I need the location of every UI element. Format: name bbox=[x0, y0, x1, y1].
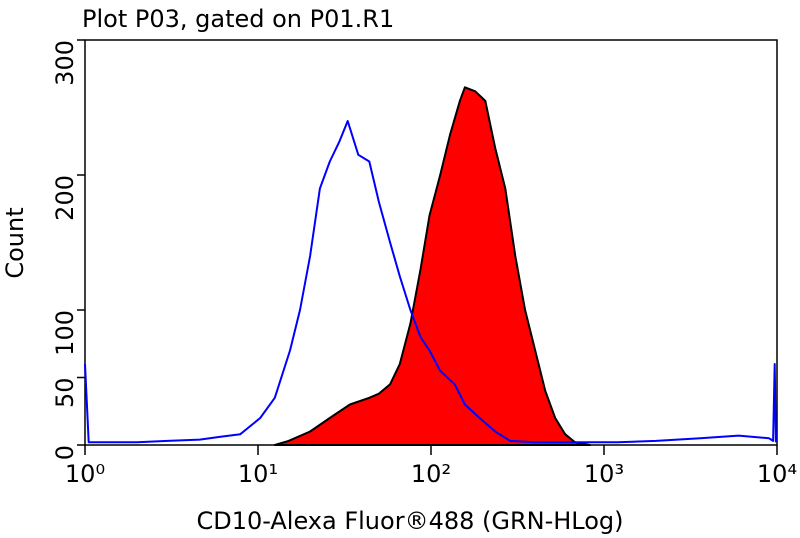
y-tick-label: 200 bbox=[51, 175, 79, 221]
filled-histogram bbox=[273, 86, 591, 446]
y-tick-label: 50 bbox=[51, 378, 79, 409]
x-axis-label: CD10-Alexa Fluor®488 (GRN-HLog) bbox=[196, 507, 623, 535]
chart-title: Plot P03, gated on P01.R1 bbox=[82, 5, 394, 33]
y-tick-label: 100 bbox=[51, 310, 79, 356]
x-tick-label: 10² bbox=[411, 460, 451, 488]
y-axis-label: Count bbox=[1, 207, 29, 278]
x-tick-label: 10⁰ bbox=[65, 460, 105, 488]
y-tick-label: 0 bbox=[51, 445, 79, 460]
x-tick-label: 10¹ bbox=[238, 460, 278, 488]
x-tick-label: 10⁴ bbox=[757, 460, 797, 488]
outline-histogram bbox=[84, 120, 777, 444]
y-tick-label: 300 bbox=[51, 40, 79, 86]
x-tick-label: 10³ bbox=[584, 460, 624, 488]
